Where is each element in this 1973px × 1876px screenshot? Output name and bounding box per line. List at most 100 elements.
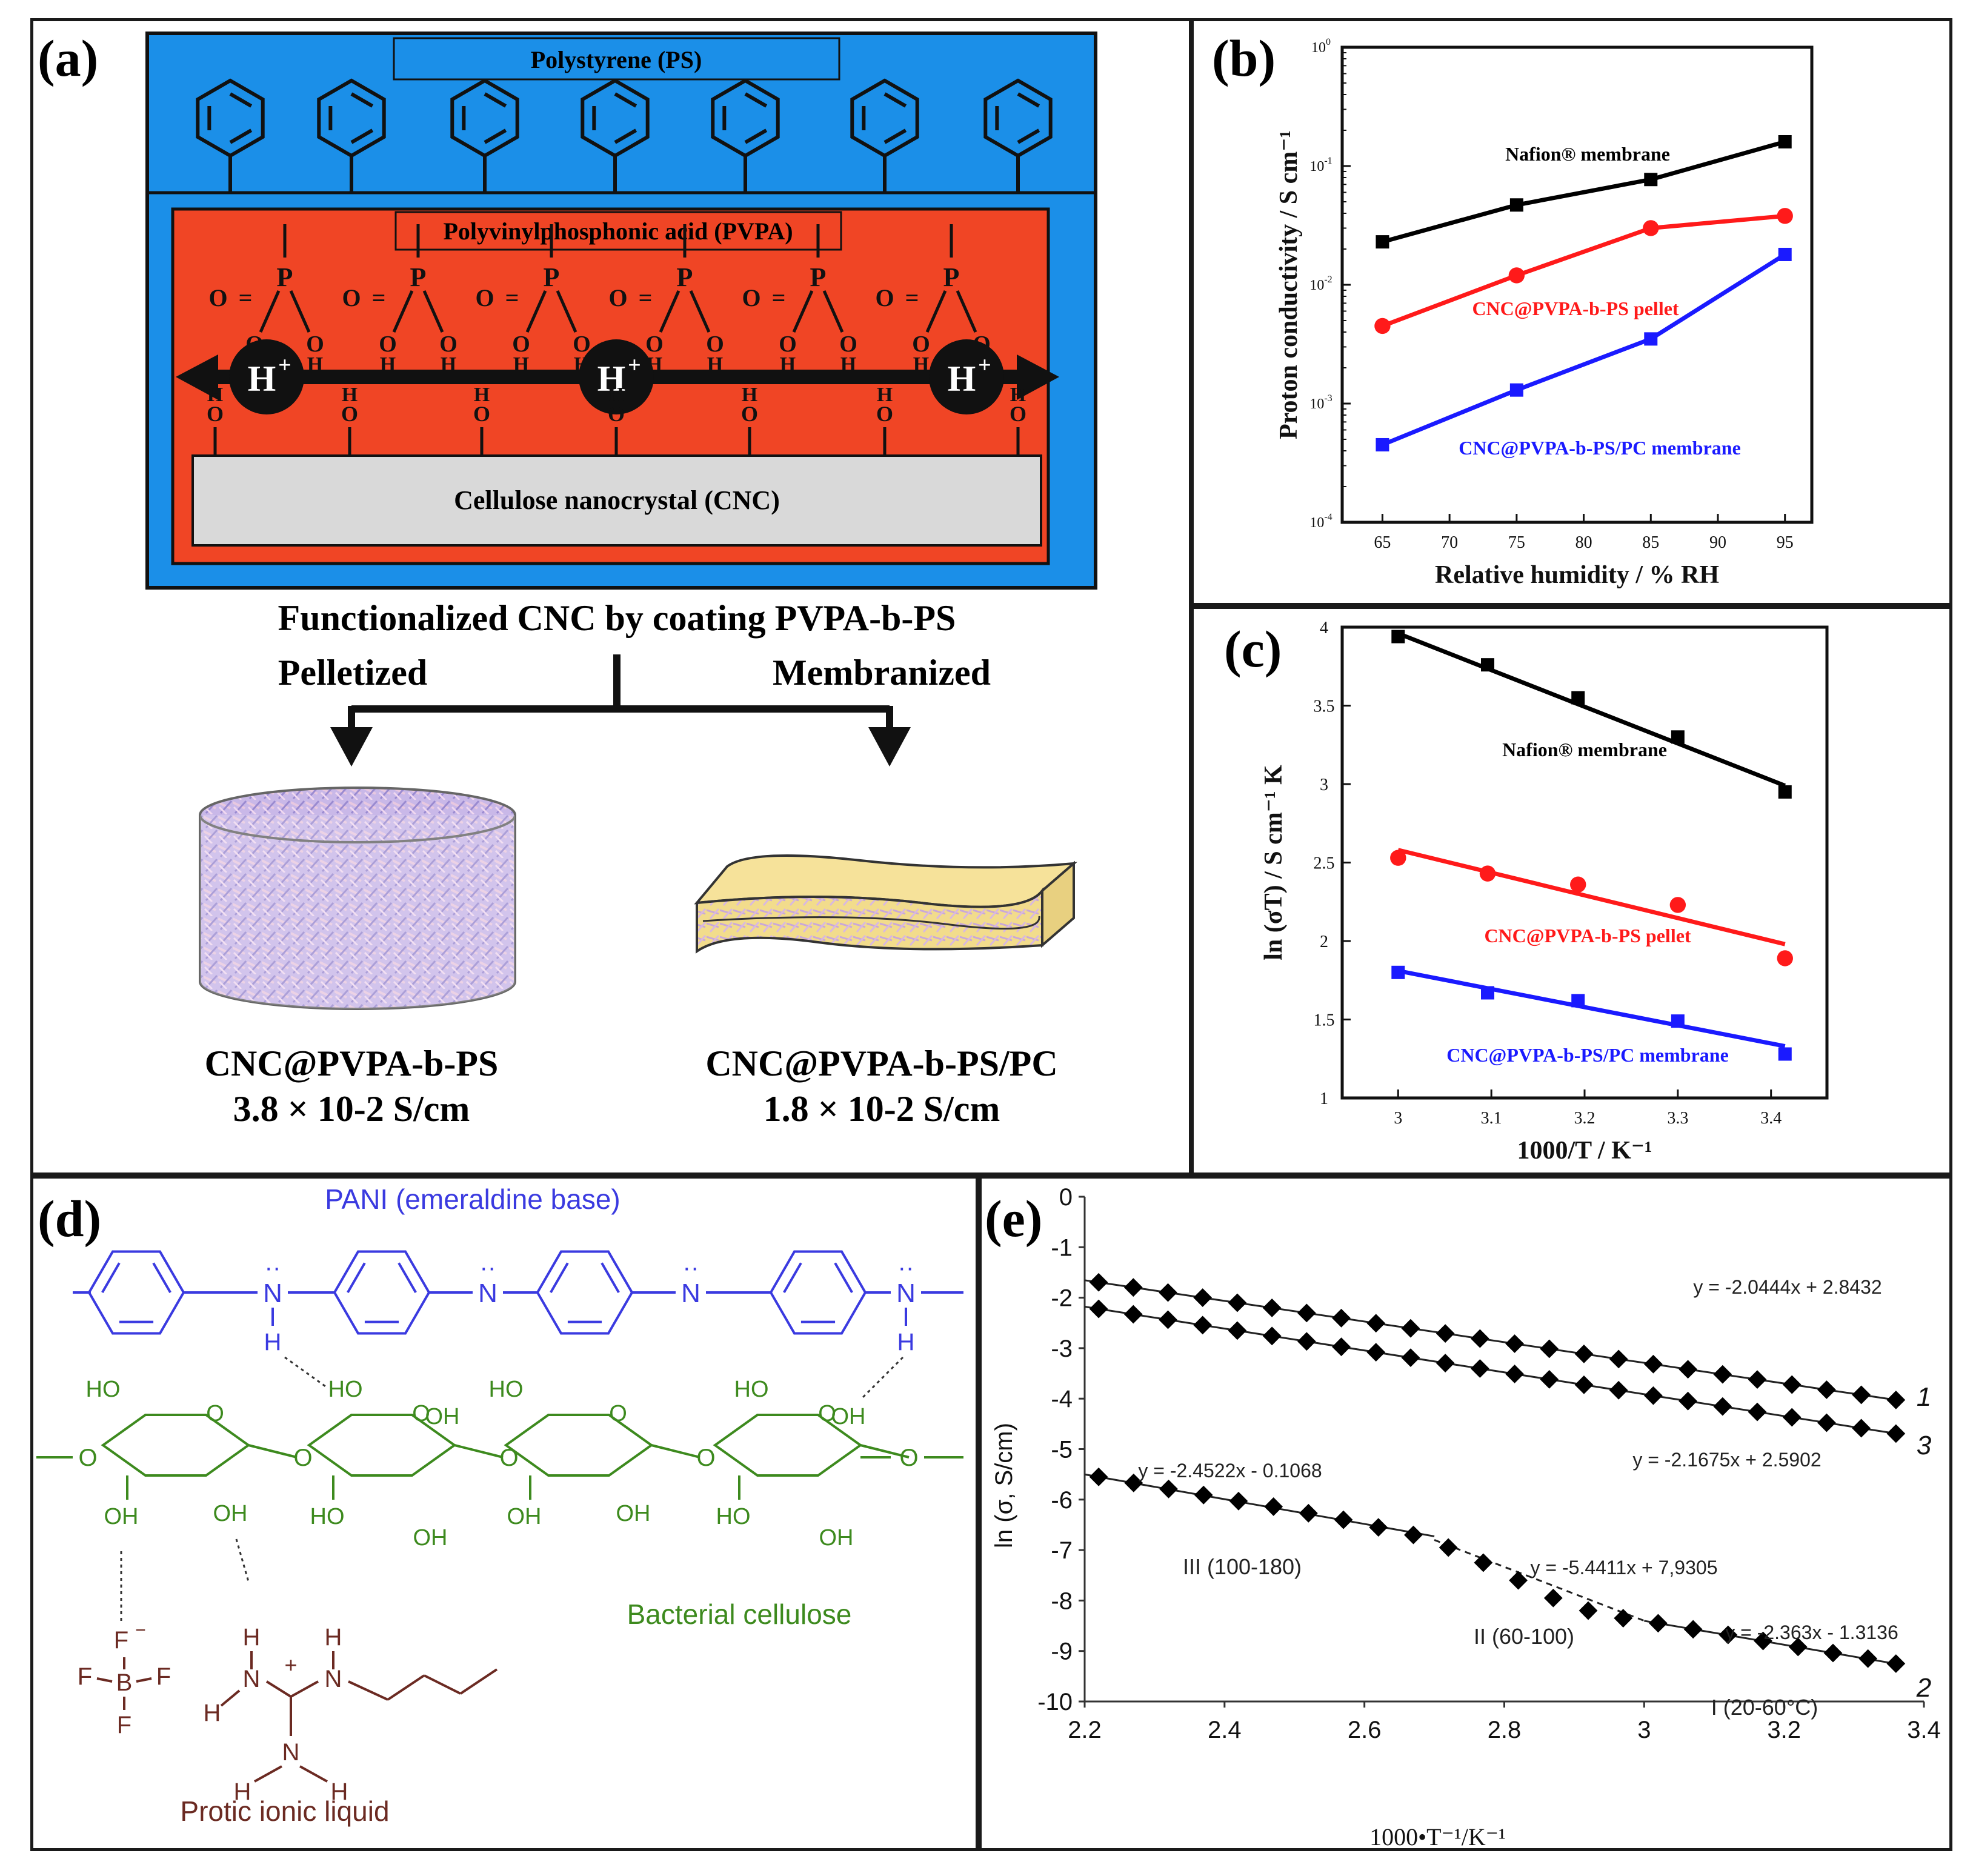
proton-charge: +	[978, 353, 991, 378]
data-point	[1299, 1503, 1318, 1523]
data-point	[1886, 1654, 1906, 1673]
ring-oxygen: O	[818, 1401, 836, 1426]
data-point	[1436, 1324, 1455, 1343]
hydrogen-atom: H	[204, 1700, 221, 1726]
lone-pair: ··	[898, 1254, 914, 1281]
data-point	[1778, 785, 1792, 799]
glucose-ring	[504, 1414, 654, 1477]
series-number-label: 3	[1917, 1431, 1932, 1460]
data-point	[1262, 1299, 1282, 1317]
data-point	[1193, 1288, 1213, 1307]
oxygen-atom: O	[207, 402, 224, 426]
x-tick-label: 3.3	[1667, 1109, 1688, 1128]
data-point	[1570, 876, 1586, 893]
hydrogen-atom: H	[877, 384, 893, 406]
bacterial-cellulose-label: Bacterial cellulose	[627, 1598, 852, 1630]
data-point	[1778, 1047, 1792, 1061]
ring-double-bond	[550, 1262, 569, 1293]
data-point	[1369, 1518, 1388, 1537]
hydrogen-bond	[859, 1356, 904, 1401]
oxygen-atom: O	[608, 402, 625, 426]
data-point	[1683, 1620, 1703, 1639]
oxygen-atom: O	[512, 331, 530, 357]
oxygen-atom: O	[645, 331, 664, 357]
hydrogen-atom: H	[474, 384, 490, 406]
proton-symbol: H	[948, 359, 976, 399]
x-tick-label: 3.2	[1574, 1109, 1595, 1128]
y-axis-label: Proton conductivity / S cm⁻¹	[1275, 130, 1303, 439]
ring-double-bond	[484, 128, 507, 144]
chart-annotation: y = -2.363x - 1.3136	[1725, 1622, 1898, 1643]
y-tick-label: 4	[1320, 619, 1328, 637]
fluorine-atom: F	[117, 1712, 131, 1738]
pil-bond	[265, 1680, 292, 1698]
hydroxyl-group: HO	[86, 1377, 121, 1402]
ring-oxygen: O	[412, 1401, 430, 1426]
p-bond	[259, 290, 281, 333]
data-point	[1479, 865, 1496, 882]
data-point	[1334, 1510, 1353, 1529]
data-point	[1778, 247, 1792, 261]
phosphorus-atom: P	[810, 262, 827, 292]
y-tick-label: 2	[1320, 933, 1328, 951]
data-point	[1679, 1360, 1697, 1379]
proton-arrow-left-icon	[176, 354, 218, 400]
data-point	[1089, 1299, 1108, 1319]
data-point	[1754, 1631, 1772, 1651]
pil-bond	[348, 1680, 388, 1701]
x-tick-label: 90	[1709, 533, 1726, 552]
data-point	[1886, 1424, 1906, 1443]
data-point	[1671, 1014, 1685, 1028]
data-point	[1643, 1386, 1663, 1405]
hydroxyl-group: OH	[507, 1504, 542, 1529]
proton-icon	[929, 339, 1004, 414]
fit-line-dashed	[1434, 1539, 1645, 1622]
proton-charge: +	[278, 353, 291, 378]
data-point	[1159, 1479, 1178, 1498]
data-point	[1474, 1553, 1493, 1572]
data-point	[1778, 135, 1792, 148]
boron-atom: B	[116, 1669, 133, 1696]
y-axis-label: ln (σ, S/cm)	[991, 1423, 1017, 1548]
x-axis-label: 1000•T⁻¹/K⁻¹	[1369, 1823, 1506, 1851]
data-point	[1439, 1538, 1458, 1557]
ring-double-bond	[229, 92, 253, 108]
hydrogen-atom: H	[742, 384, 757, 406]
data-point	[1852, 1385, 1871, 1405]
hydrogen-atom: H	[897, 1329, 915, 1355]
data-point	[1579, 1601, 1598, 1620]
hydroxyl-group: OH	[104, 1504, 139, 1529]
data-point	[1262, 1326, 1282, 1346]
lone-pair: ··	[480, 1254, 496, 1281]
data-point	[1817, 1380, 1836, 1399]
cnc-block	[191, 454, 1042, 547]
chart-annotation: III (100-180)	[1183, 1554, 1302, 1579]
oxygen-atom: O	[306, 331, 324, 357]
proton-carriers: H + H + H +	[229, 339, 1004, 414]
hydrogen-atom: H	[331, 1778, 348, 1805]
fit-line	[1397, 631, 1786, 788]
data-point	[1123, 1278, 1143, 1297]
pil-bond	[220, 1689, 241, 1707]
p-bond	[659, 290, 680, 333]
data-point	[1748, 1402, 1767, 1422]
hydrogen-atom: H	[342, 384, 358, 406]
y-tick-label: -5	[1051, 1437, 1073, 1463]
data-point	[1401, 1319, 1420, 1338]
lone-pair: ··	[265, 1254, 281, 1281]
y-tick-label: 2.5	[1314, 854, 1335, 873]
p-bond	[556, 290, 577, 333]
data-point	[1614, 1609, 1633, 1628]
double-bond-sign: =	[239, 284, 253, 311]
x-tick-label: 80	[1575, 533, 1592, 552]
y-tick-label: -10	[1037, 1689, 1073, 1715]
phosphorus-atom: P	[544, 262, 560, 292]
data-point	[1748, 1370, 1767, 1389]
hydroxyl-group: HO	[489, 1377, 524, 1402]
data-point	[1679, 1391, 1697, 1411]
fluorine-atom: F	[156, 1663, 171, 1690]
ring-double-bond	[744, 92, 768, 108]
series-line	[1382, 253, 1786, 447]
data-point	[1376, 235, 1389, 249]
